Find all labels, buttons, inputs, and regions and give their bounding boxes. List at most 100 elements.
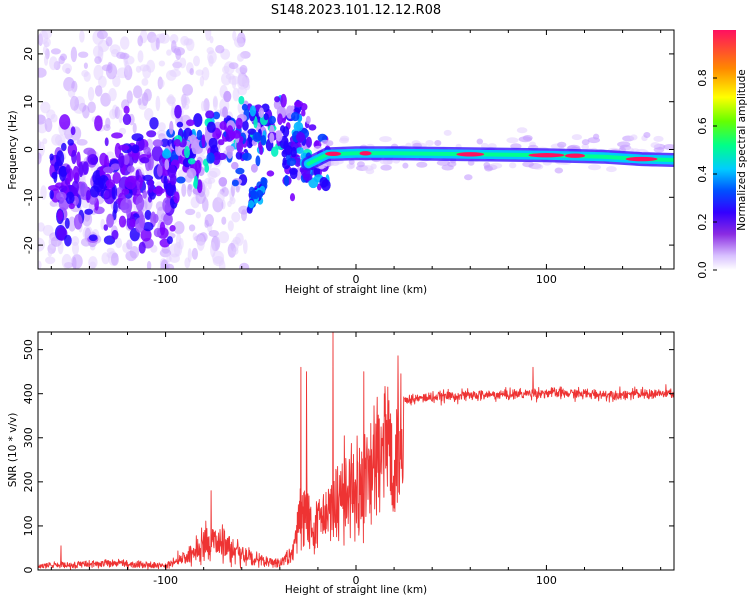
spectrogram-blob	[277, 113, 283, 126]
spectrogram-blob	[283, 174, 290, 187]
spectrogram-blob	[282, 126, 290, 138]
spectrogram-blob	[59, 114, 71, 130]
spectrogram-blob	[231, 75, 237, 89]
spectrogram-blob	[296, 147, 304, 154]
spectrogram-blob	[133, 85, 143, 99]
spectrogram-blob	[289, 167, 298, 175]
spectrogram-blob	[231, 211, 241, 223]
spectrogram-blob	[185, 208, 196, 216]
spectrogram-ytick-label: 10	[22, 95, 35, 109]
spectrogram-blob	[185, 38, 195, 52]
spectrogram-blob	[112, 171, 121, 184]
spectrogram-blob	[180, 114, 192, 130]
spectrogram-blob	[204, 163, 210, 173]
spectrogram-blob	[294, 157, 302, 168]
spectrogram-blob	[64, 217, 70, 229]
spectrogram-blob	[159, 248, 172, 258]
spectrogram-blob	[226, 147, 233, 159]
spectrogram-blob	[49, 56, 58, 71]
spectrogram-blob	[250, 163, 258, 173]
spectrogram-blob	[518, 136, 533, 143]
snr-ytick-label: 400	[22, 383, 35, 404]
spectrogram-blob	[238, 205, 249, 215]
spectrogram-blob	[205, 110, 215, 119]
spectrogram-blob	[137, 50, 144, 63]
spectrogram-blob	[94, 85, 103, 97]
spectrogram-blob	[402, 162, 409, 169]
spectrogram-blob	[67, 87, 76, 98]
colorbar-tick-label: 0.2	[696, 213, 709, 231]
spectrogram-hotspot	[625, 156, 658, 162]
spectrogram-blob	[241, 152, 252, 161]
spectrogram-blob	[43, 37, 51, 48]
spectrogram-blob	[181, 103, 190, 110]
spectrogram-blob	[110, 252, 119, 266]
spectrogram-blob	[55, 150, 65, 167]
spectrogram-blob	[169, 173, 177, 186]
spectrogram-blob	[173, 221, 185, 235]
spectrogram-blob	[208, 55, 214, 67]
spectrogram-blob	[221, 72, 232, 86]
spectrogram-blob	[191, 141, 199, 155]
colorbar-label: Normalized spectral amplitude	[736, 69, 748, 230]
spectrogram-blob	[61, 142, 67, 152]
spectrogram-blob	[42, 45, 48, 55]
spectrogram-blob	[176, 176, 186, 184]
spectrogram-blob	[237, 53, 244, 62]
spectrogram-blob	[196, 129, 203, 141]
spectrogram-blob	[653, 135, 664, 142]
spectrogram-blob	[73, 213, 83, 230]
spectrogram-blob	[280, 93, 287, 108]
spectrogram-blob	[118, 127, 127, 135]
spectrogram-blob	[42, 224, 54, 236]
spectrogram-blob	[67, 138, 74, 146]
spectrogram-blob	[175, 48, 182, 61]
spectrogram-blob	[506, 137, 519, 144]
spectrogram-blob	[301, 109, 306, 117]
spectrogram-blob	[76, 151, 81, 167]
spectrogram-blob	[509, 162, 517, 169]
spectrogram-blob	[425, 140, 434, 146]
spectrogram-blob	[169, 253, 180, 264]
spectrogram-blob	[92, 45, 104, 58]
spectrogram-blob	[201, 66, 210, 81]
spectrogram-blob	[581, 139, 590, 146]
spectrogram-blob	[146, 260, 152, 269]
spectrogram-blob	[108, 88, 117, 102]
spectrogram-blob	[55, 134, 66, 146]
spectrogram-blob	[142, 64, 152, 79]
spectrogram-blob	[83, 62, 88, 69]
spectrogram-blob	[370, 163, 377, 170]
spectrogram-blob	[218, 231, 230, 244]
spectrogram-blob	[379, 136, 392, 143]
spectrogram-blob	[291, 111, 300, 122]
colorbar-gradient	[713, 30, 736, 270]
spectrogram-blob	[174, 104, 182, 119]
spectrogram-blob	[653, 146, 665, 153]
spectrogram-blob	[239, 64, 248, 75]
spectrogram-blob	[233, 36, 244, 48]
spectrogram-blob	[126, 90, 133, 104]
spectrogram-blob	[38, 67, 47, 78]
spectrogram-blob	[490, 162, 503, 169]
spectrogram-blob	[137, 35, 144, 47]
spectrogram-ytick-label: -20	[22, 236, 35, 254]
spectrogram-blob	[38, 260, 42, 269]
spectrogram-xtick-label: 100	[536, 273, 557, 286]
chart-title: S148.2023.101.12.12.R08	[271, 3, 441, 18]
spectrogram-blob	[186, 168, 197, 179]
spectrogram-blob	[158, 32, 170, 44]
spectrogram-blob	[193, 55, 200, 67]
spectrogram-blob	[249, 105, 257, 117]
spectrogram-blob	[147, 178, 154, 193]
snr-xlabel: Height of straight line (km)	[285, 584, 427, 596]
spectrogram-blob	[253, 116, 258, 129]
spectrogram-blob	[295, 132, 306, 143]
spectrogram-blob	[222, 106, 228, 118]
spectrogram-blob	[38, 152, 42, 165]
spectrogram-blob	[50, 48, 61, 55]
spectrogram-blob	[87, 101, 96, 114]
spectrogram-blob	[157, 122, 166, 132]
snr-xtick-label: 0	[353, 574, 360, 587]
spectrogram-blob	[93, 64, 104, 81]
